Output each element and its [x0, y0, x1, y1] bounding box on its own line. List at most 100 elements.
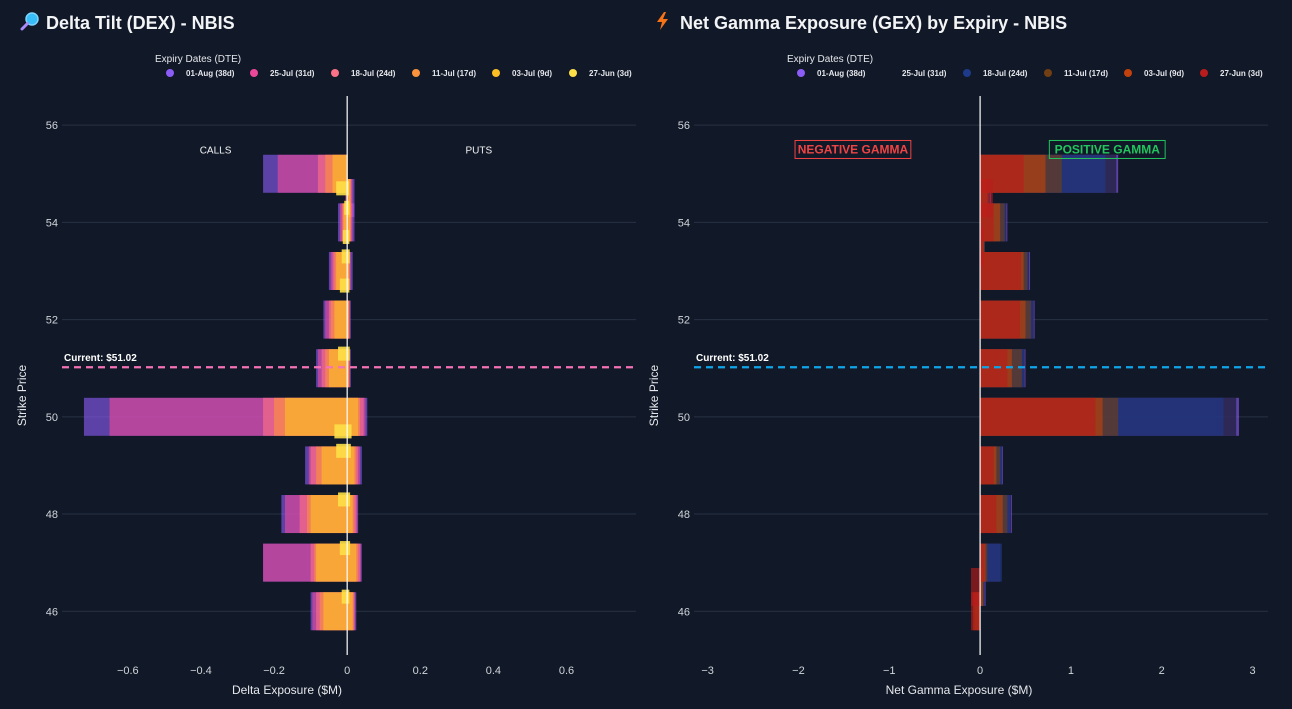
legend-entry: 11-Jul (17d) [432, 69, 476, 78]
bar [347, 424, 352, 439]
bar [980, 543, 985, 582]
x-tick-label: 3 [1249, 665, 1255, 677]
annotation-box [1048, 139, 1166, 159]
x-axis-title: Net Gamma Exposure ($M) [886, 683, 1033, 697]
bar [347, 278, 350, 293]
bar [341, 589, 348, 604]
annotation-label: PUTS [465, 145, 492, 156]
lightning-icon [654, 11, 674, 36]
x-tick-label: 0 [344, 665, 350, 677]
legend-marker [1200, 69, 1208, 77]
x-tick-label: −0.6 [117, 665, 139, 677]
y-tick-label: 48 [46, 509, 58, 521]
magnifier-icon [20, 11, 40, 36]
bar [980, 495, 997, 534]
bar [980, 397, 1096, 436]
y-tick-label: 52 [678, 315, 690, 327]
x-tick-label: −2 [792, 665, 805, 677]
legend-entry: 01-Aug (38d) [817, 69, 866, 78]
bar [338, 346, 348, 361]
x-tick-label: 0.4 [486, 665, 501, 677]
bar [347, 589, 350, 604]
legend-marker [492, 69, 500, 77]
x-tick-label: 0.2 [413, 665, 428, 677]
legend-marker [250, 69, 258, 77]
bar [347, 492, 351, 507]
y-tick-label: 54 [46, 217, 58, 229]
y-tick-label: 54 [678, 217, 690, 229]
bar [347, 229, 350, 244]
y-axis-title: Strike Price [647, 365, 661, 427]
bar [347, 249, 350, 264]
legend-entry: 27-Jun (3d) [1220, 69, 1263, 78]
gex-title: Net Gamma Exposure (GEX) by Expiry - NBI… [654, 11, 1067, 36]
x-tick-label: −0.2 [263, 665, 285, 677]
bar [347, 592, 353, 631]
legend-marker [412, 69, 420, 77]
bar [336, 443, 348, 458]
dex-title: Delta Tilt (DEX) - NBIS [20, 11, 235, 36]
gex-chart: 46 48 50 52 54 56 −3 −2 −1 0 1 2 3 Net Gamma Exposure… [647, 54, 1268, 697]
bar [347, 541, 351, 556]
x-tick-label: 0.6 [559, 665, 574, 677]
x-tick-label: −1 [883, 665, 896, 677]
legend-marker [1124, 69, 1132, 77]
y-tick-label: 52 [46, 315, 58, 327]
bar [347, 179, 351, 218]
bar [334, 300, 348, 339]
dex-chart: 46 48 50 52 54 56 −0.6 −0.4 −0.2 0 0.2 0.4 0.6 Delta … [15, 54, 636, 697]
bar [343, 203, 348, 242]
current-price-label: Current: $51.02 [64, 353, 137, 364]
bar [336, 181, 348, 196]
x-tick-label: −3 [701, 665, 714, 677]
bar [980, 567, 983, 606]
bar [341, 249, 348, 264]
bar [347, 203, 351, 242]
bar [347, 346, 350, 361]
bar [347, 181, 349, 196]
y-tick-label: 46 [678, 606, 690, 618]
legend-entry: 18-Jul (24d) [351, 69, 396, 78]
y-tick-label: 50 [46, 412, 58, 424]
bar [323, 592, 348, 631]
bar [971, 567, 981, 606]
bar [347, 300, 349, 339]
bar [980, 227, 984, 266]
x-axis-title: Delta Exposure ($M) [232, 683, 342, 697]
y-tick-label: 46 [46, 606, 58, 618]
y-tick-label: 50 [678, 412, 690, 424]
legend-marker [797, 69, 805, 77]
annotation-box [794, 139, 912, 159]
y-tick-label: 56 [46, 120, 58, 132]
dex-title-text: Delta Tilt (DEX) - NBIS [46, 13, 235, 33]
bar [971, 592, 981, 631]
legend-entry: 25-Jul (31d) [270, 69, 315, 78]
annotation-label: CALLS [200, 145, 232, 156]
gex-title-text: Net Gamma Exposure (GEX) by Expiry - NBI… [680, 13, 1068, 33]
annotation-label: POSITIVE GAMMA [1055, 142, 1161, 156]
bar [347, 349, 349, 388]
x-tick-label: 2 [1159, 665, 1165, 677]
legend-entry: 01-Aug (38d) [186, 69, 235, 78]
x-tick-label: 0 [977, 665, 983, 677]
bar [347, 251, 349, 290]
legend-title: Expiry Dates (DTE) [787, 54, 873, 65]
current-price-label: Current: $51.02 [696, 353, 769, 364]
legend-marker [963, 69, 971, 77]
legend-marker [166, 69, 174, 77]
bar [338, 492, 348, 507]
legend-entry: 03-Jul (9d) [1144, 69, 1184, 78]
y-tick-label: 48 [678, 509, 690, 521]
bar [347, 200, 350, 215]
bar [339, 278, 348, 293]
bar [339, 541, 348, 556]
legend-entry: 25-Jul (31d) [902, 69, 947, 78]
bar [344, 200, 348, 215]
x-tick-label: −0.4 [190, 665, 212, 677]
legend-entry: 18-Jul (24d) [983, 69, 1028, 78]
y-axis-title: Strike Price [15, 365, 29, 427]
legend-marker [1044, 69, 1052, 77]
bar [347, 397, 359, 436]
legend-entry: 27-Jun (3d) [589, 69, 632, 78]
